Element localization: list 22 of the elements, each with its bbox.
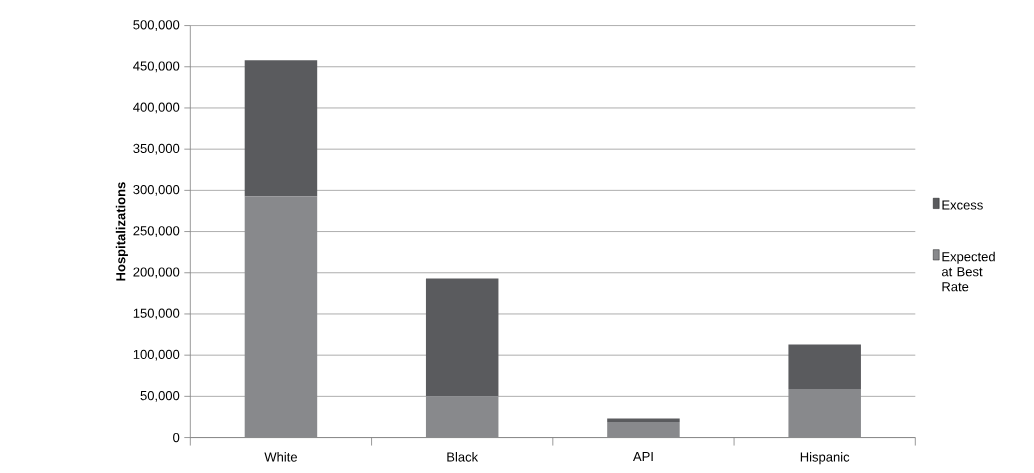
x-tick-label: White	[264, 452, 297, 462]
y-axis-title: Hospitalizations	[115, 182, 128, 281]
bar	[425, 278, 499, 397]
bar	[244, 60, 318, 197]
y-tick-label: 200,000	[133, 267, 180, 279]
y-tick-label: 300,000	[133, 184, 180, 196]
y-tick-label: 500,000	[133, 20, 180, 31]
y-tick-label: 50,000	[140, 390, 180, 402]
x-tick-label: Hispanic	[800, 452, 850, 465]
y-tick-label: 150,000	[133, 308, 180, 320]
legend-label: Expected at Best Rate	[941, 251, 995, 292]
bar	[788, 344, 861, 389]
y-tick-label: 100,000	[133, 349, 180, 361]
y-tick-label: 400,000	[133, 102, 180, 114]
y-tick-label: 450,000	[133, 61, 180, 73]
y-tick-label: 0	[173, 432, 180, 443]
bar	[607, 418, 680, 422]
y-tick-label: 250,000	[133, 226, 180, 237]
legend-label: Excess	[942, 200, 983, 210]
y-tick-label: 350,000	[133, 143, 180, 155]
x-tick-label: Black	[447, 452, 479, 462]
x-tick-label: API	[632, 452, 653, 462]
